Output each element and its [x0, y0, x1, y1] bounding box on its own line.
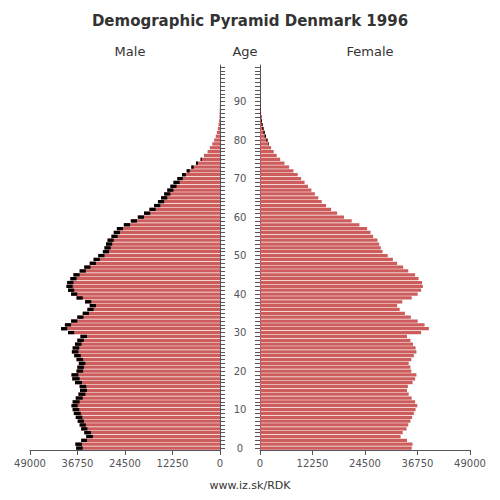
svg-text:10: 10: [234, 404, 247, 415]
svg-text:90: 90: [234, 96, 247, 107]
svg-text:12250: 12250: [157, 458, 189, 469]
svg-text:49000: 49000: [14, 458, 46, 469]
svg-text:49000: 49000: [454, 458, 486, 469]
svg-text:Female: Female: [346, 44, 393, 59]
svg-text:20: 20: [234, 366, 247, 377]
svg-text:www.iz.sk/RDK: www.iz.sk/RDK: [210, 479, 292, 492]
svg-text:40: 40: [234, 289, 247, 300]
svg-text:0: 0: [237, 443, 243, 454]
svg-text:80: 80: [234, 135, 247, 146]
svg-text:50: 50: [234, 250, 247, 261]
svg-text:Demographic Pyramid Denmark 19: Demographic Pyramid Denmark 1996: [92, 12, 408, 30]
svg-text:70: 70: [234, 173, 247, 184]
svg-text:Age: Age: [232, 44, 257, 59]
svg-text:36750: 36750: [62, 458, 94, 469]
svg-text:24500: 24500: [109, 458, 141, 469]
svg-text:0: 0: [257, 458, 263, 469]
svg-text:0: 0: [217, 458, 223, 469]
svg-text:36750: 36750: [402, 458, 434, 469]
svg-text:12250: 12250: [297, 458, 329, 469]
svg-text:30: 30: [234, 327, 247, 338]
svg-text:Male: Male: [115, 44, 146, 59]
svg-text:24500: 24500: [349, 458, 381, 469]
svg-text:60: 60: [234, 212, 247, 223]
